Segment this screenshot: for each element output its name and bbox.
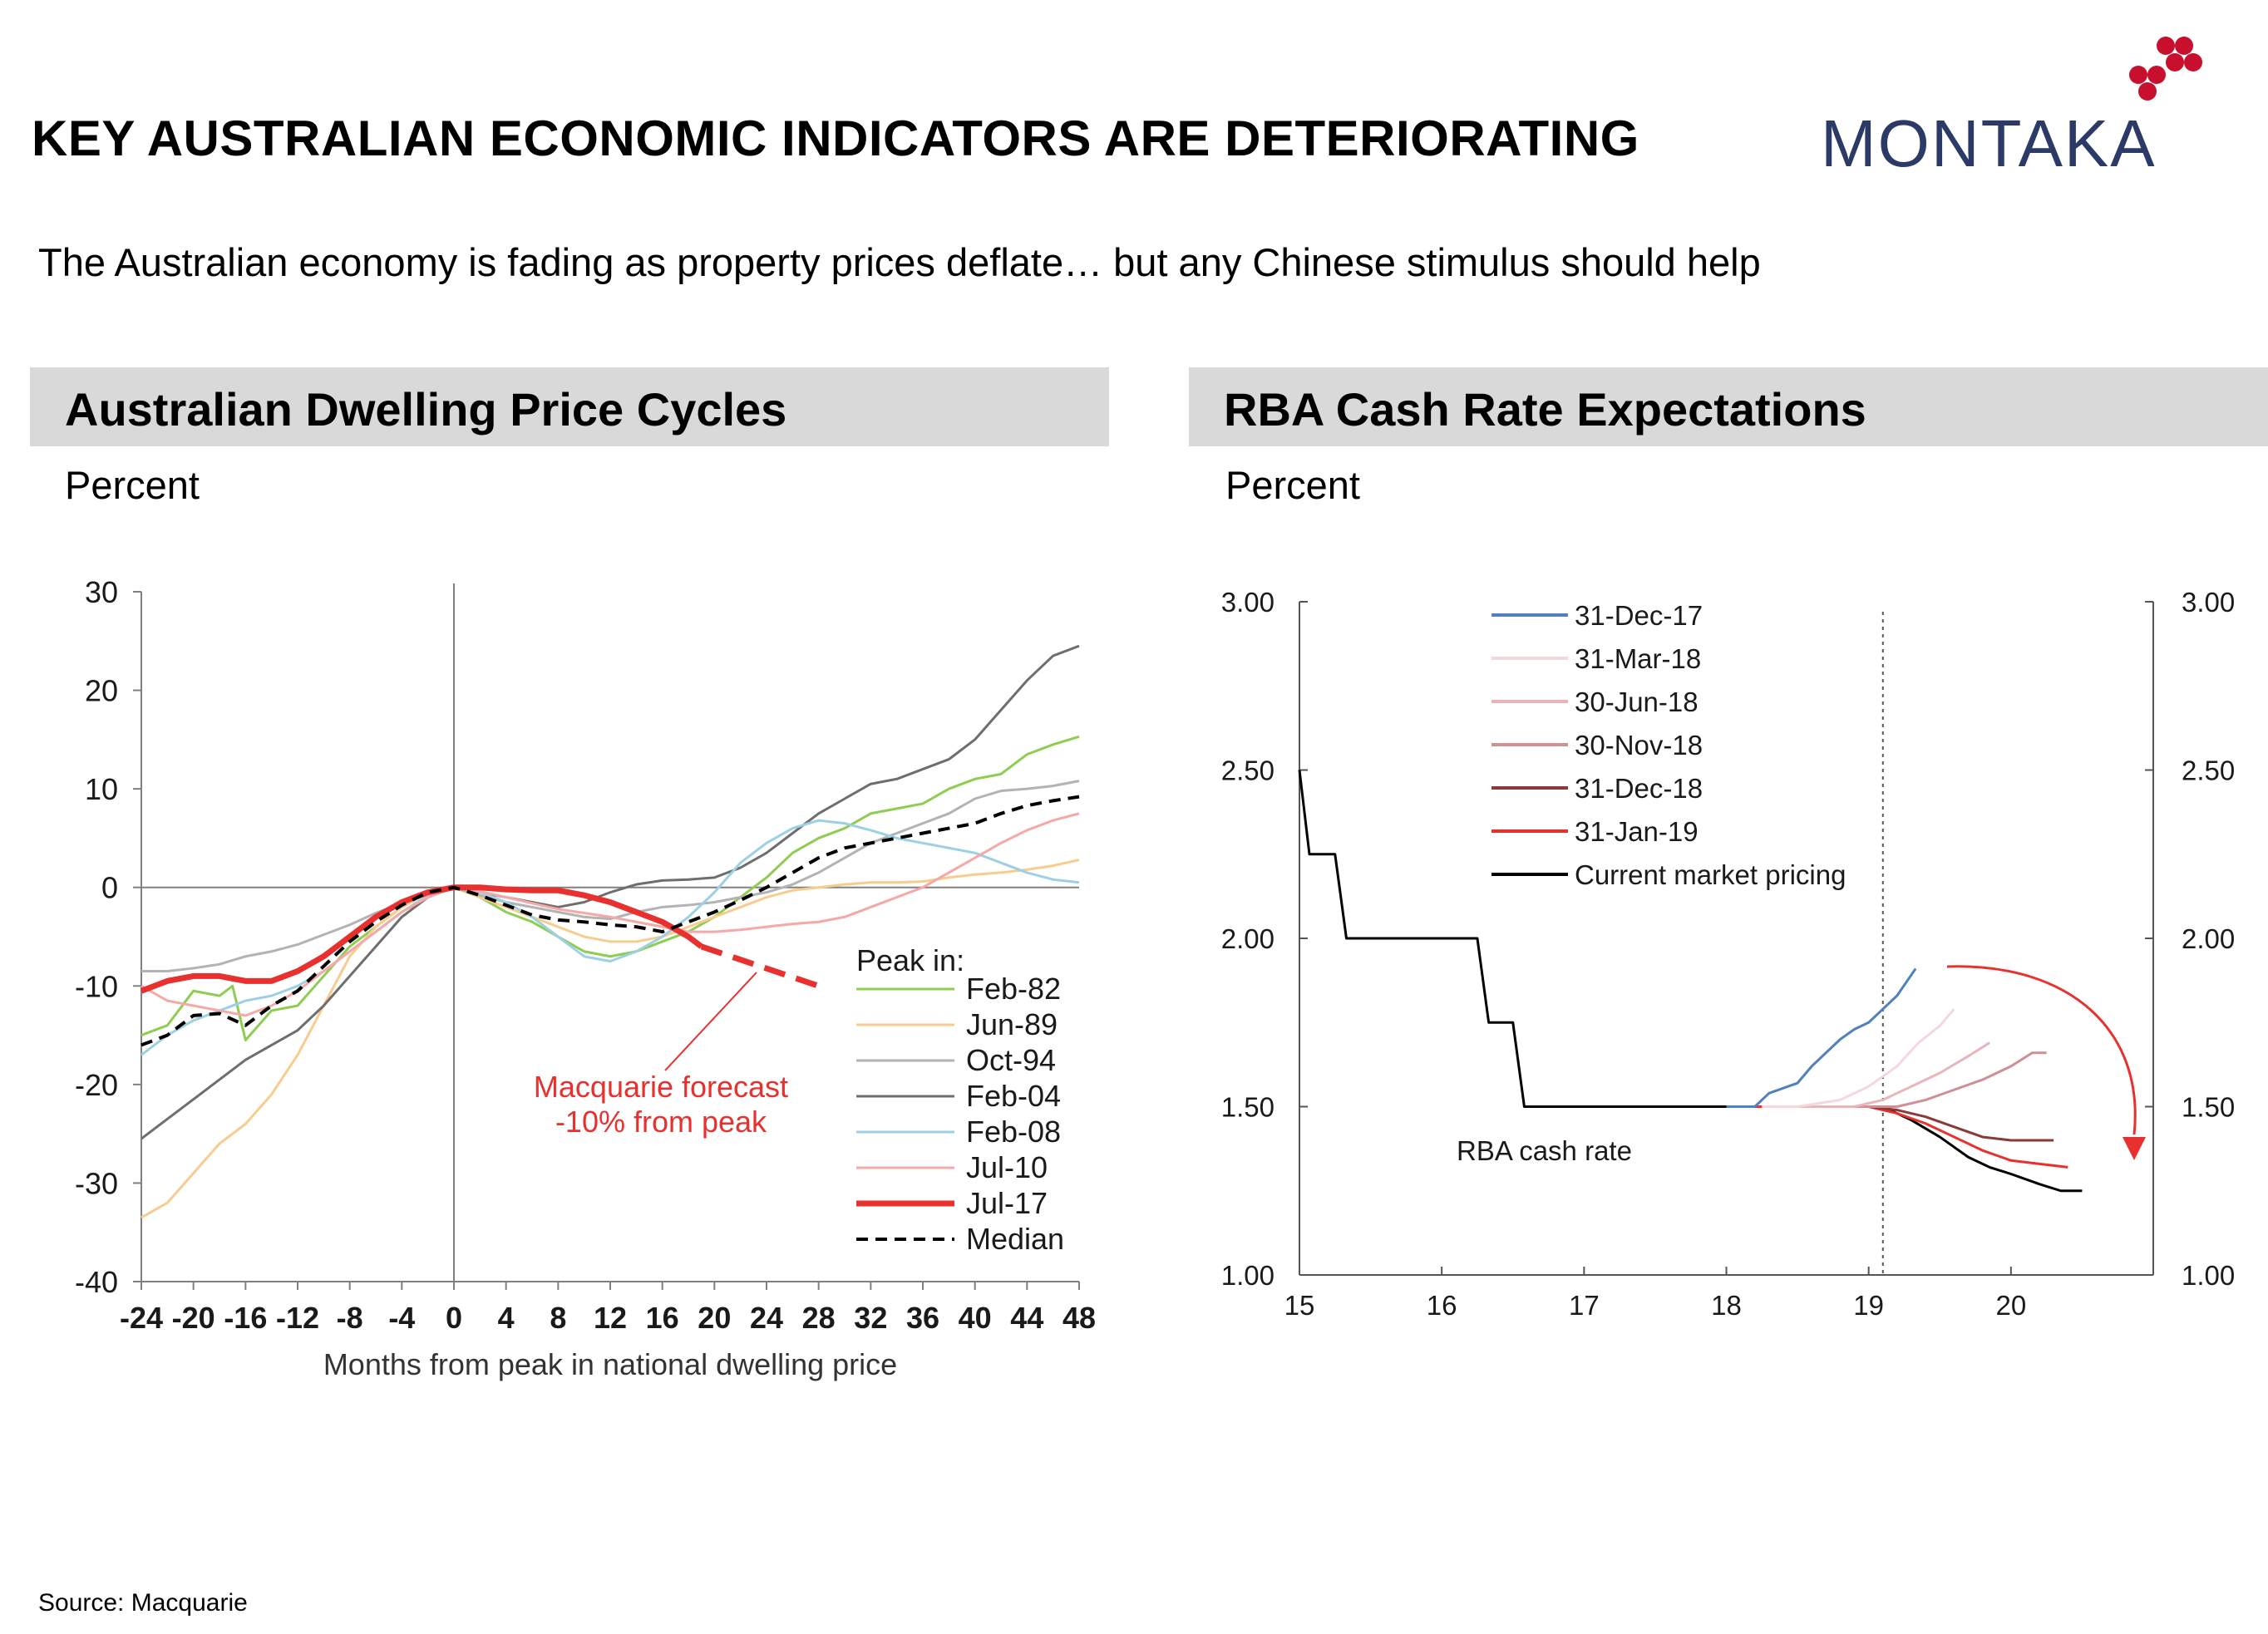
y-tick-label: -30 (75, 1166, 118, 1200)
annotation-line-2: -10% from peak (555, 1105, 767, 1139)
page-subtitle: The Australian economy is fading as prop… (38, 240, 1761, 284)
legend-label-feb-04: Feb-04 (966, 1079, 1061, 1113)
x-tick-label: 28 (802, 1301, 836, 1335)
right-panel-header: RBA Cash Rate Expectations (1189, 367, 2268, 446)
series-line-median (141, 795, 1080, 1047)
x-tick-label: 4 (498, 1301, 515, 1335)
x-tick-label: -8 (337, 1301, 363, 1335)
series-line-31-jan-19 (1726, 1105, 2068, 1169)
right-unit-label: Percent (1225, 463, 1360, 507)
x-tick-label: 16 (1427, 1290, 1457, 1321)
legend-label-median: Median (966, 1222, 1064, 1256)
legend-label-current-market-pricing: Current market pricing (1575, 859, 1846, 890)
logo-text: MONTAKA (1821, 106, 2157, 180)
x-tick-label: 16 (646, 1301, 679, 1335)
x-tick-label: 36 (906, 1301, 939, 1335)
x-tick-label: 8 (550, 1301, 566, 1335)
x-tick-label: 48 (1063, 1301, 1096, 1335)
legend-label-oct-94: Oct-94 (966, 1043, 1056, 1077)
y-tick-label-left: 1.50 (1221, 1092, 1275, 1123)
x-tick-label: 24 (750, 1301, 783, 1335)
legend-title: Peak in: (856, 943, 964, 977)
legend-label-jun-89: Jun-89 (966, 1007, 1058, 1041)
series-line-30-nov-18 (1854, 1051, 2047, 1108)
left-panel-header: Australian Dwelling Price Cycles (30, 367, 1109, 446)
series-line-jun-89 (141, 859, 1080, 1219)
x-tick-label: 18 (1711, 1290, 1742, 1321)
x-tick-label: 40 (959, 1301, 992, 1335)
x-tick-label: 20 (1995, 1290, 2026, 1321)
annotation-pointer (664, 972, 757, 1071)
x-tick-label: -20 (172, 1301, 215, 1335)
series-line-30-jun-18 (1797, 1041, 1990, 1108)
y-tick-label: -20 (75, 1068, 118, 1102)
x-tick-label: 44 (1010, 1301, 1043, 1335)
x-tick-label: 15 (1284, 1290, 1315, 1321)
y-tick-label: -40 (75, 1265, 118, 1299)
x-tick-label: -4 (388, 1301, 415, 1335)
y-tick-label: 30 (85, 575, 118, 609)
legend-label-31-mar-18: 31-Mar-18 (1575, 643, 1701, 674)
x-tick-label: -24 (120, 1301, 163, 1335)
y-tick-label-left: 3.00 (1221, 587, 1275, 618)
left-panel-title: Australian Dwelling Price Cycles (65, 383, 787, 436)
montaka-logo: MONTAKA (1821, 37, 2202, 180)
forecast-arrow (1946, 965, 2137, 1135)
x-tick-label: -12 (276, 1301, 319, 1335)
logo-mark-icon (2129, 37, 2202, 101)
y-tick-label-left: 1.00 (1221, 1260, 1275, 1291)
rba-cash-rate-label: RBA cash rate (1457, 1135, 1632, 1166)
x-tick-label: -16 (224, 1301, 267, 1335)
y-tick-label-right: 1.00 (2182, 1260, 2235, 1291)
series-line-feb-08 (141, 819, 1080, 1056)
legend-label-31-jan-19: 31-Jan-19 (1575, 816, 1699, 847)
y-tick-label: 10 (85, 772, 118, 806)
y-tick-label: 0 (101, 871, 118, 905)
series-line-oct-94 (141, 780, 1080, 972)
right-panel-title: RBA Cash Rate Expectations (1224, 383, 1866, 436)
legend-label-30-jun-18: 30-Jun-18 (1575, 687, 1699, 717)
x-tick-label: 20 (698, 1301, 731, 1335)
x-tick-label: 19 (1853, 1290, 1884, 1321)
x-tick-label: 12 (594, 1301, 627, 1335)
series-line-feb-04 (141, 644, 1080, 1140)
series-line-feb-82 (141, 735, 1080, 1041)
forecast-line (700, 943, 820, 989)
legend-label-jul-10: Jul-10 (966, 1150, 1048, 1184)
annotation-line-1: Macquarie forecast (534, 1070, 788, 1104)
x-tick-label: 32 (854, 1301, 887, 1335)
y-tick-label-left: 2.50 (1221, 755, 1275, 786)
series-line-jul-17 (140, 884, 703, 994)
y-tick-label: -10 (75, 969, 118, 1003)
legend-label-31-dec-17: 31-Dec-17 (1575, 600, 1703, 631)
arrow-head-icon (2123, 1137, 2146, 1160)
legend-label-feb-82: Feb-82 (966, 972, 1061, 1006)
legend-label-31-dec-18: 31-Dec-18 (1575, 773, 1703, 804)
y-tick-label-right: 1.50 (2182, 1092, 2235, 1123)
legend-label-30-nov-18: 30-Nov-18 (1575, 730, 1703, 760)
legend-label-feb-08: Feb-08 (966, 1115, 1061, 1149)
left-unit-label: Percent (65, 463, 200, 507)
y-tick-label-right: 3.00 (2182, 587, 2235, 618)
legend-label-jul-17: Jul-17 (966, 1186, 1048, 1220)
series-line-current-market-pricing (1882, 1105, 2083, 1193)
y-tick-label-right: 2.00 (2182, 923, 2235, 954)
series-line-rba-cash-rate (1298, 770, 1883, 1108)
series-line-31-dec-18 (1868, 1105, 2054, 1142)
y-tick-label-left: 2.00 (1221, 923, 1275, 954)
x-tick-label: 17 (1569, 1290, 1600, 1321)
source-note: Source: Macquarie (38, 1589, 248, 1617)
y-tick-label-right: 2.50 (2182, 755, 2235, 786)
x-tick-label: 0 (446, 1301, 462, 1335)
series-line-31-mar-18 (1762, 1008, 1955, 1108)
series-line-31-dec-17 (1726, 967, 1917, 1108)
x-axis-label: Months from peak in national dwelling pr… (323, 1347, 897, 1381)
y-tick-label: 20 (85, 674, 118, 708)
page-title: KEY AUSTRALIAN ECONOMIC INDICATORS ARE D… (32, 111, 1639, 166)
